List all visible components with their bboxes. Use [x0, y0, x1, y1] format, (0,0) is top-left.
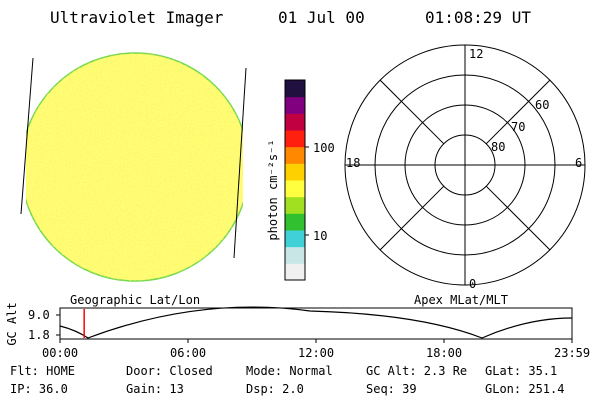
status-door: Door: Closed	[126, 364, 213, 378]
status-ip: IP: 36.0	[10, 382, 68, 396]
mlt-label-12: 12	[469, 47, 484, 61]
colorbar-segment	[285, 163, 305, 181]
colorbar-segment	[285, 80, 305, 98]
y-tick-label-9: 9.0	[28, 308, 50, 322]
status-mode: Mode: Normal	[246, 364, 333, 378]
colorbar-segment	[285, 96, 305, 114]
disk-mask-right	[243, 40, 263, 300]
x-tick-label-1200: 12:00	[298, 346, 335, 360]
mlt-label-0: 0	[469, 277, 477, 291]
time-label: 01:08:29 UT	[425, 8, 531, 27]
altitude-plot	[56, 306, 573, 343]
status-gc-alt: GC Alt: 2.3 Re	[366, 364, 468, 378]
image-edge-right	[233, 67, 247, 259]
colorbar-segment	[285, 130, 305, 148]
disk-mask-left	[0, 40, 26, 300]
colorbar-segment	[285, 230, 305, 248]
status-glon: GLon: 251.4	[485, 382, 565, 396]
polar-grid	[344, 44, 586, 286]
polar-diag-nw	[379, 79, 445, 145]
disk-texture	[21, 53, 249, 281]
colorbar-segment	[285, 113, 305, 131]
x-tick-label-0600: 06:00	[170, 346, 207, 360]
polar-diag-sw	[379, 185, 445, 251]
geographic-caption: Geographic Lat/Lon	[70, 293, 201, 307]
altitude-plot-frame	[59, 307, 573, 340]
colorbar	[284, 79, 309, 281]
instrument-title: Ultraviolet Imager	[50, 8, 224, 27]
colorbar-segment	[285, 196, 305, 214]
status-flt: Flt: HOME	[10, 364, 76, 378]
altitude-curve	[59, 306, 573, 339]
uv-image	[0, 40, 263, 300]
colorbar-segment	[285, 146, 305, 164]
x-tick-label-2359: 23:59	[554, 346, 591, 360]
lat-label-70: 70	[511, 120, 526, 134]
colorbar-segment	[285, 263, 305, 281]
status-seq: Seq: 39	[366, 382, 417, 396]
status-gain: Gain: 13	[126, 382, 184, 396]
x-tick-label-0000: 00:00	[42, 346, 79, 360]
status-glat: GLat: 35.1	[485, 364, 558, 378]
colorbar-label-10: 10	[313, 229, 328, 243]
polar-diag-se	[485, 185, 551, 251]
image-edge-left	[20, 57, 34, 215]
mlt-label-18: 18	[346, 156, 361, 170]
y-tick-label-1-8: 1.8	[28, 328, 50, 342]
lat-label-60: 60	[535, 98, 550, 112]
altitude-ylabel: GC Alt	[5, 302, 19, 346]
date-label: 01 Jul 00	[278, 8, 365, 27]
status-dsp: Dsp: 2.0	[246, 382, 304, 396]
x-tick-label-1800: 18:00	[426, 346, 463, 360]
lat-label-80: 80	[491, 140, 506, 154]
colorbar-frame	[284, 79, 306, 281]
colorbar-segment	[285, 213, 305, 231]
colorbar-segment	[285, 246, 305, 264]
colorbar-label-100: 100	[313, 141, 335, 155]
colorbar-unit-label: photon cm⁻²s⁻¹	[266, 139, 280, 241]
colorbar-segment	[285, 180, 305, 198]
mlt-label-6: 6	[575, 156, 583, 170]
polar-diag-ne	[485, 79, 551, 145]
apex-caption: Apex MLat/MLT	[414, 293, 508, 307]
